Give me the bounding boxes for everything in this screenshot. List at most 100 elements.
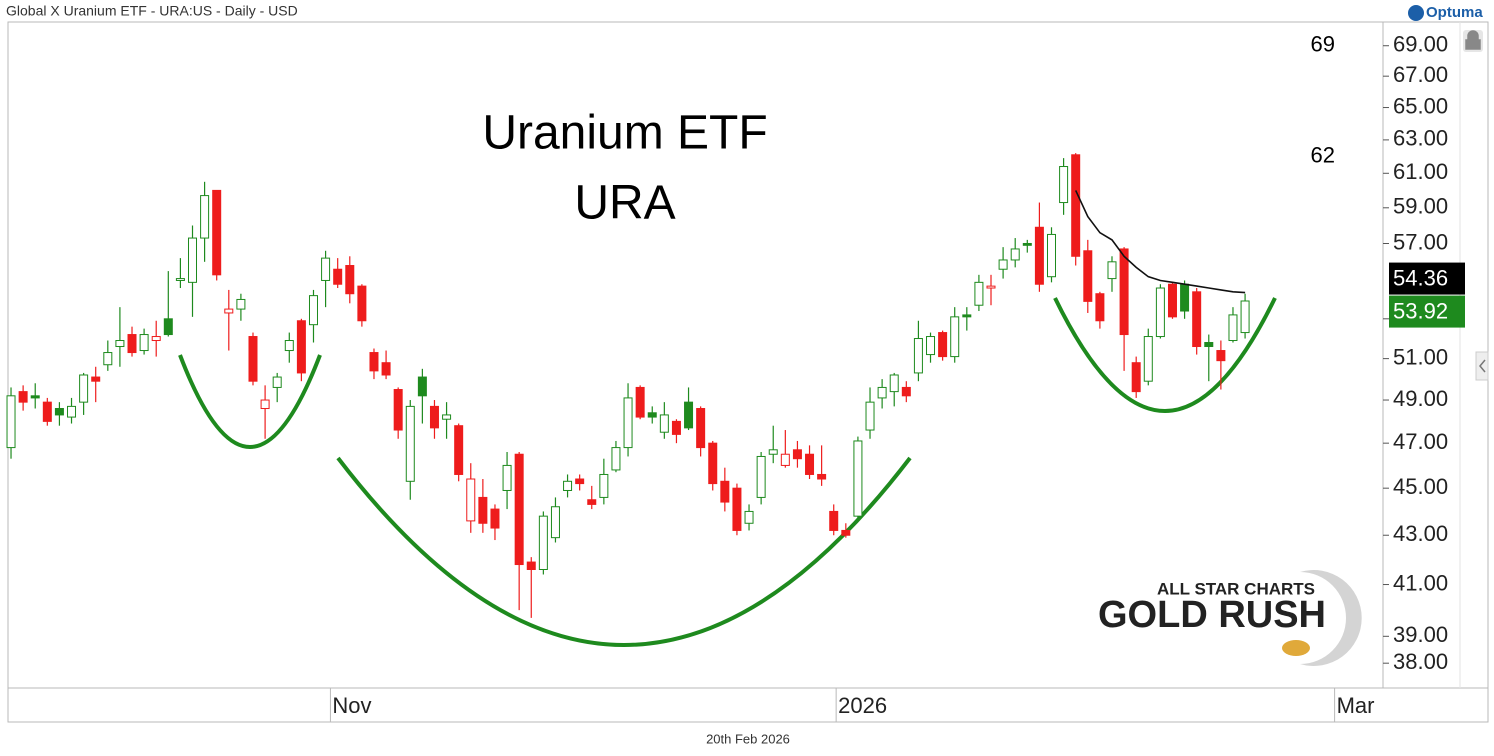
y-tick-label: 47.00 [1393,429,1448,454]
side-toggle[interactable] [1475,351,1489,381]
pattern-arcs [178,297,1277,647]
candle-body [188,237,198,283]
candle-body [18,391,28,403]
candle-body [1034,226,1044,285]
y-tick-label: 43.00 [1393,521,1448,546]
candle-body [671,420,681,435]
candle-body [115,340,125,348]
candle-body [780,453,790,466]
arc-left [178,354,322,449]
candle-body [708,442,718,485]
annotation: 69 [1311,32,1335,57]
lock-icon [1465,30,1481,50]
y-tick-label: 49.00 [1393,386,1448,411]
candle-body [1046,233,1056,278]
candle-body [962,314,972,318]
candle-body [1216,350,1226,362]
candle-body [744,510,754,524]
y-tick-label: 63.00 [1393,126,1448,151]
candle-body [841,529,851,536]
y-tick-label: 69.00 [1393,32,1448,57]
candle-body [1059,166,1069,204]
candle-body [333,268,343,285]
candle-body [647,412,657,418]
candle-body [357,285,367,322]
candle-body [478,496,488,524]
candle-body [67,405,77,418]
candle-body [611,447,621,471]
date-label: 20th Feb 2026 [706,731,790,746]
candle-body [901,386,911,397]
candle-body [6,395,16,449]
candle-body [889,374,899,393]
candle-body [1143,336,1153,382]
y-tick-label: 65.00 [1393,93,1448,118]
header-title: Global X Uranium ETF - URA:US - Daily - … [6,3,298,19]
candle-body [623,397,633,449]
candle-body [805,453,815,475]
candle-body [91,376,101,382]
candle-body [502,464,512,491]
watermark-moon [1300,570,1362,666]
candle-body [393,389,403,431]
x-tick-label: Nov [332,693,371,718]
y-tick-label: 51.00 [1393,344,1448,369]
candle-body [950,316,960,358]
y-tick-label: 67.00 [1393,62,1448,87]
candle-body [926,336,936,356]
y-tick-label: 38.00 [1393,649,1448,674]
candle-body [248,336,258,382]
y-tick-label: 39.00 [1393,622,1448,647]
candle-body [974,281,984,306]
candle-body [369,352,379,372]
candle-body [1083,250,1093,302]
candle-body [563,480,573,491]
candle-body [514,453,524,566]
candle-body [175,278,185,281]
chart-subtitle: URA [574,177,675,230]
candle-body [442,414,452,420]
candle-body [200,195,210,239]
chart-title: Uranium ETF [482,107,767,160]
candle-body [1240,300,1250,334]
candle-body [345,265,355,295]
candle-body [575,478,585,485]
candle-body [163,318,173,336]
candle-body [659,414,669,433]
x-tick-label: 2026 [838,693,887,718]
candle-body [260,399,270,410]
arc-middle [336,456,912,647]
candle-body [1010,248,1020,261]
candle-body [224,308,234,314]
candle-body [635,386,645,418]
candle-body [853,440,863,517]
candle-body [1131,362,1141,393]
brand-icon [1408,5,1424,21]
annotation: 62 [1311,142,1335,167]
price-tag-label: 53.92 [1393,298,1448,323]
candle-body [756,455,766,498]
price-tag [1389,262,1465,295]
candle-body [405,405,415,482]
candle-body [732,487,742,531]
candle-body [1228,314,1238,342]
candle-body [538,515,548,570]
candle-body [684,401,694,429]
candle-body [1022,242,1032,246]
watermark-gold [1282,640,1310,656]
candle-body [272,376,282,388]
candle-body [938,332,948,358]
watermark-line1: ALL STAR CHARTS [1157,579,1315,598]
y-tick-label: 45.00 [1393,474,1448,499]
candle-body [381,362,391,376]
arc-right [1053,297,1277,413]
candle-body [308,295,318,326]
candle-body [865,401,875,431]
y-tick-label: 57.00 [1393,229,1448,254]
y-tick-label: 41.00 [1393,570,1448,595]
candle-body [284,340,294,352]
candle-body [1071,154,1081,257]
watermark-line2: GOLD RUSH [1098,594,1326,636]
